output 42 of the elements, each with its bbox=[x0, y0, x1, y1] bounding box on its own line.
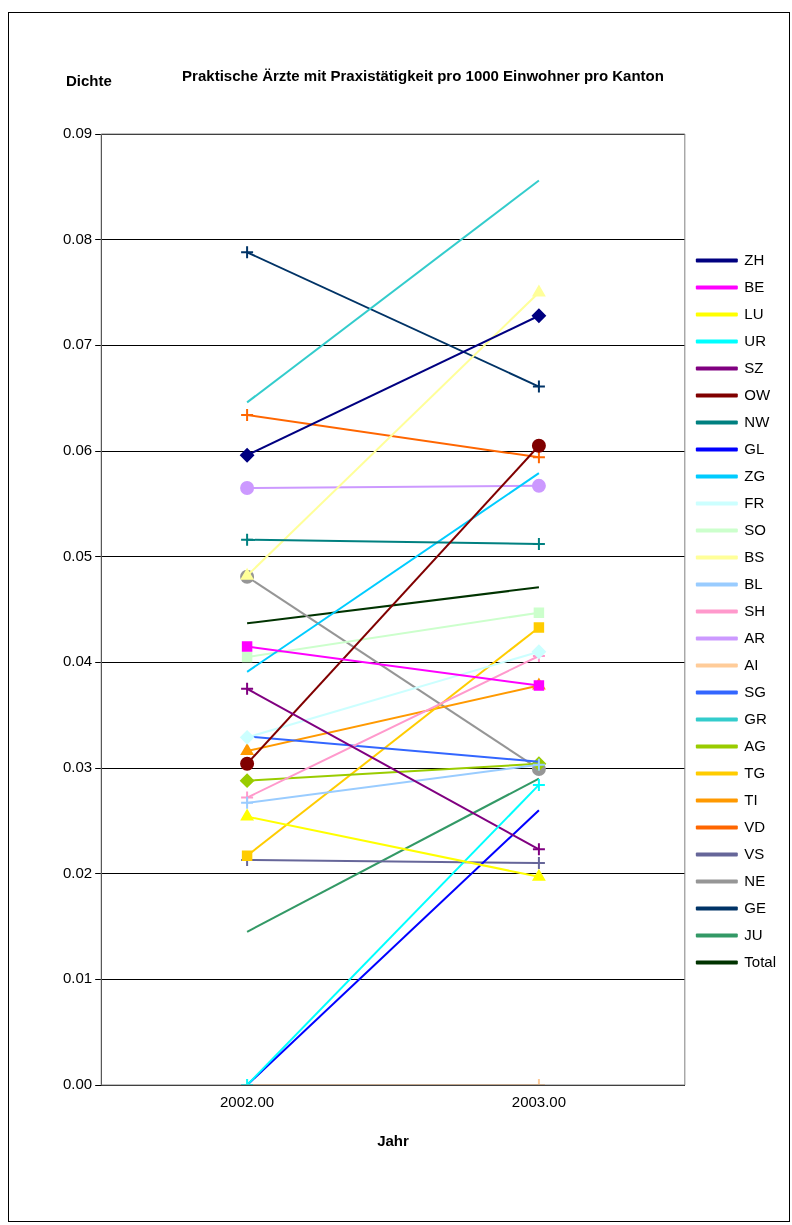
y-tick-label: 0.07 bbox=[62, 335, 93, 353]
y-tick-label: 0.06 bbox=[62, 441, 93, 459]
y-tick-label: 0.00 bbox=[62, 1075, 93, 1093]
x-axis-title: Jahr bbox=[377, 1132, 410, 1150]
legend-label: JU bbox=[744, 925, 763, 943]
legend-label: TI bbox=[744, 790, 758, 808]
legend-label: GL bbox=[744, 439, 765, 457]
legend-label: GR bbox=[744, 709, 767, 727]
legend-label: AI bbox=[744, 655, 759, 673]
x-tick-label: 2003.00 bbox=[511, 1093, 567, 1111]
legend-label: NE bbox=[744, 871, 766, 889]
legend-label: NW bbox=[744, 412, 771, 430]
legend-label: SH bbox=[744, 601, 766, 619]
legend-label: BL bbox=[744, 574, 763, 592]
x-tick-label: 2002.00 bbox=[219, 1093, 275, 1111]
y-tick-label: 0.01 bbox=[62, 969, 93, 987]
legend-label: VD bbox=[744, 817, 766, 835]
y-tick-label: 0.02 bbox=[62, 863, 93, 881]
legend-label: OW bbox=[744, 385, 771, 403]
legend-label: AG bbox=[744, 736, 766, 754]
y-axis-title: Dichte bbox=[66, 72, 112, 90]
legend-label: FR bbox=[744, 493, 765, 511]
legend-label: VS bbox=[744, 844, 765, 862]
y-tick-label: 0.08 bbox=[62, 229, 93, 247]
legend-label: ZG bbox=[744, 466, 766, 484]
y-tick-label: 0.03 bbox=[62, 758, 93, 776]
legend-label: SG bbox=[744, 682, 766, 700]
legend-label: UR bbox=[744, 331, 767, 349]
legend-label: BE bbox=[744, 277, 765, 295]
legend-label: LU bbox=[744, 304, 764, 322]
legend-label: SZ bbox=[744, 358, 764, 376]
legend-label: GE bbox=[744, 898, 766, 916]
y-tick-label: 0.05 bbox=[62, 546, 93, 564]
legend-label: BS bbox=[744, 547, 765, 565]
legend-label: Total bbox=[744, 952, 776, 970]
legend-label: AR bbox=[744, 628, 766, 646]
y-tick-label: 0.04 bbox=[62, 652, 93, 670]
legend-label: SO bbox=[744, 520, 766, 538]
legend-label: ZH bbox=[744, 250, 765, 268]
y-tick-label: 0.09 bbox=[62, 124, 93, 142]
chart-title: Praktische Ärzte mit Praxistätigkeit pro 1000 Einwohner pro Kanton bbox=[182, 67, 664, 85]
legend-label: TG bbox=[744, 763, 766, 781]
